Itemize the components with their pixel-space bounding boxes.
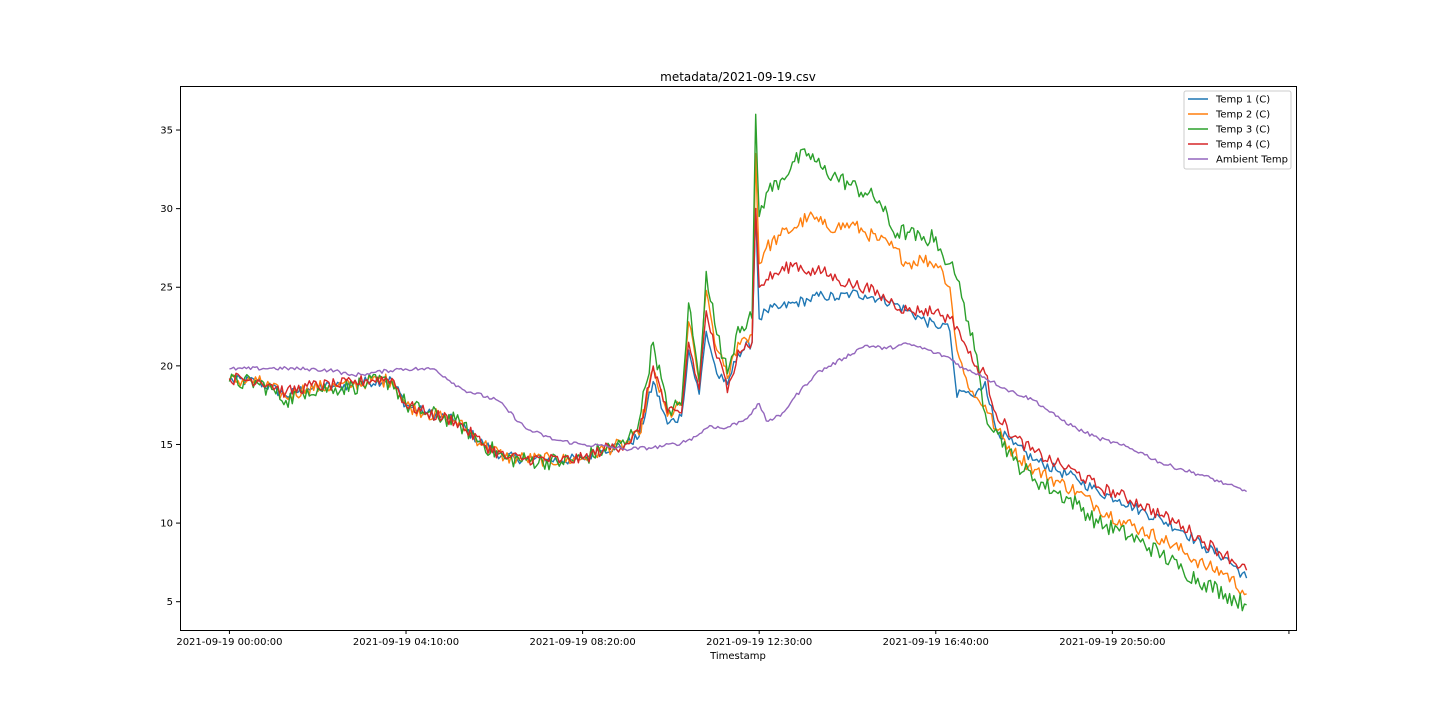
y-tick-label: 20 [160,361,173,372]
legend-label: Ambient Temp [1216,155,1288,166]
x-tick-label: 2021-09-19 12:30:00 [706,637,812,648]
y-tick-label: 5 [167,597,173,608]
x-axis: 2021-09-19 00:00:00 2021-09-19 04:10:00 20… [176,630,1290,648]
y-tick-label: 30 [160,204,173,215]
plot-frame [180,86,1297,631]
x-tick-label: 2021-09-19 00:00:00 [176,637,282,648]
y-tick-label: 35 [160,126,173,137]
series-line-3 [228,113,1247,612]
x-tick-label: 2021-09-19 08:20:00 [529,637,635,648]
y-axis: 5 10 15 20 25 30 35 [160,126,180,608]
x-tick-label: 2021-09-19 20:50:00 [1059,637,1165,648]
y-tick-label: 25 [160,283,173,294]
x-tick-label: 2021-09-19 04:10:00 [353,637,459,648]
legend-label: Temp 2 (C) [1215,110,1270,121]
series-line-5 [229,342,1247,493]
y-tick-label: 10 [160,519,173,530]
legend-label: Temp 4 (C) [1215,140,1270,151]
legend: Temp 1 (C) Temp 2 (C) Temp 3 (C) Temp 4 (C)… [1183,90,1292,170]
chart-title: metadata/2021-09-19.csv [660,70,816,84]
x-axis-label: Timestamp [709,651,766,662]
legend-label: Temp 1 (C) [1215,95,1270,106]
series-layer [228,113,1248,612]
y-tick-label: 15 [160,440,173,451]
legend-frame [1183,90,1292,170]
series-line-4 [228,207,1248,571]
x-tick-label: 2021-09-19 16:40:00 [883,637,989,648]
legend-label: Temp 3 (C) [1215,125,1270,136]
